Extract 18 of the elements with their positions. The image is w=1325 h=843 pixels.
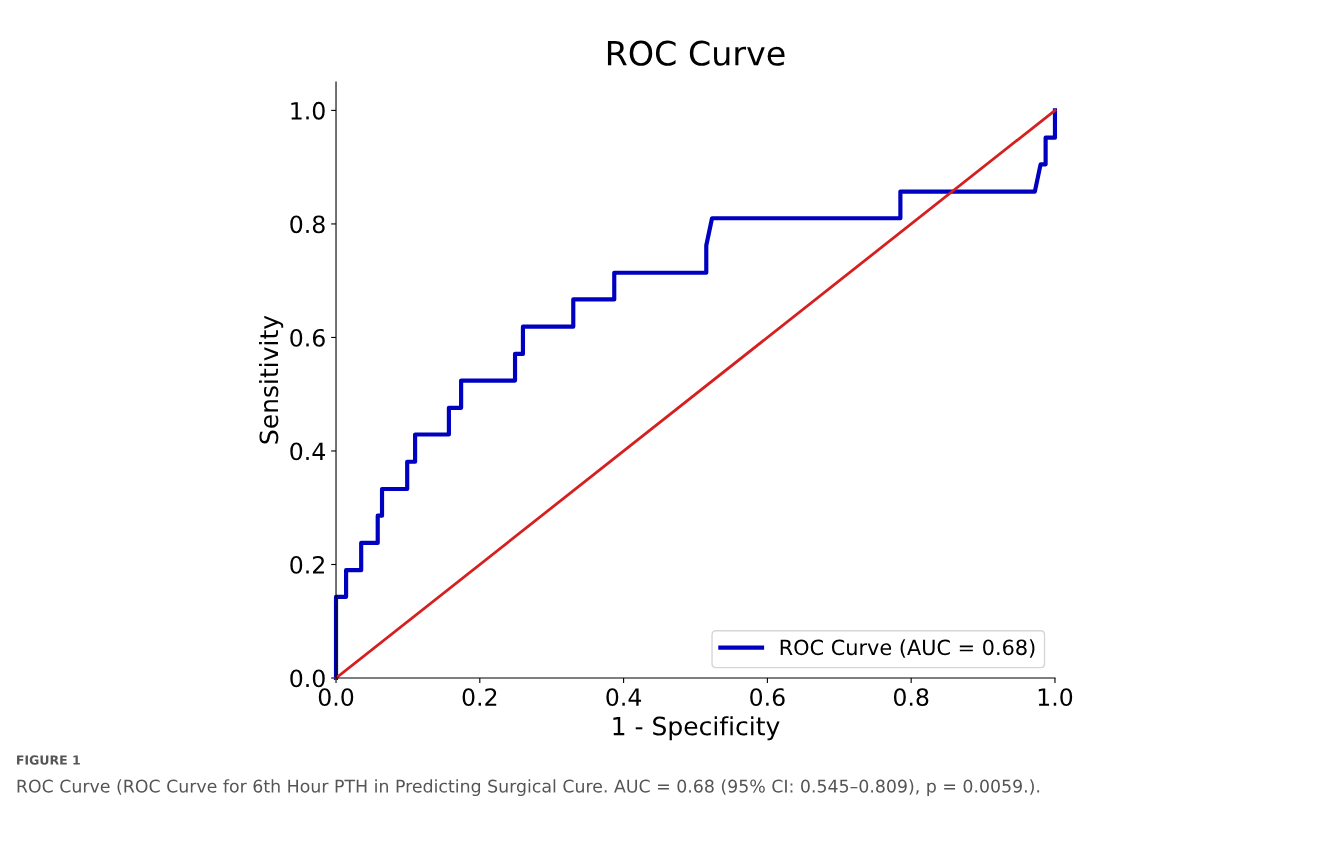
x-axis-title: 1 - Specificity: [613, 716, 780, 741]
legend-label: ROC Curve (AUC = 0.68): [780, 639, 1035, 658]
text: ROC Curve (ROC Curve for 6th Hour PTH in Predicting Surgical Cure. AUC = 0.68 (95% CI: 0.545–0.809), p = 0.0059.).: [17, 779, 1040, 797]
chart-title: ROC Curve: [607, 40, 785, 66]
x-tick-label: 0.4: [606, 688, 642, 707]
y-tick-label: 0.2: [290, 555, 324, 574]
y-tick-label: 1.0: [291, 101, 325, 120]
y-tick-label: 0.6: [290, 328, 325, 347]
x-tick-label: 0.6: [750, 688, 785, 707]
x-tick-label: 0.0: [318, 688, 354, 707]
y-axis-title: Sensitivity: [259, 315, 284, 444]
y-tick-label: 0.4: [290, 442, 325, 461]
x-tick-label: 1.0: [1038, 688, 1073, 707]
x-tick-label: 0.8: [893, 688, 929, 707]
caption: FIGURE 1: [17, 755, 80, 765]
y-tick-label: 0.8: [290, 215, 325, 234]
y-tick-label: 0.0: [290, 669, 325, 688]
x-tick-label: 0.2: [462, 688, 497, 707]
